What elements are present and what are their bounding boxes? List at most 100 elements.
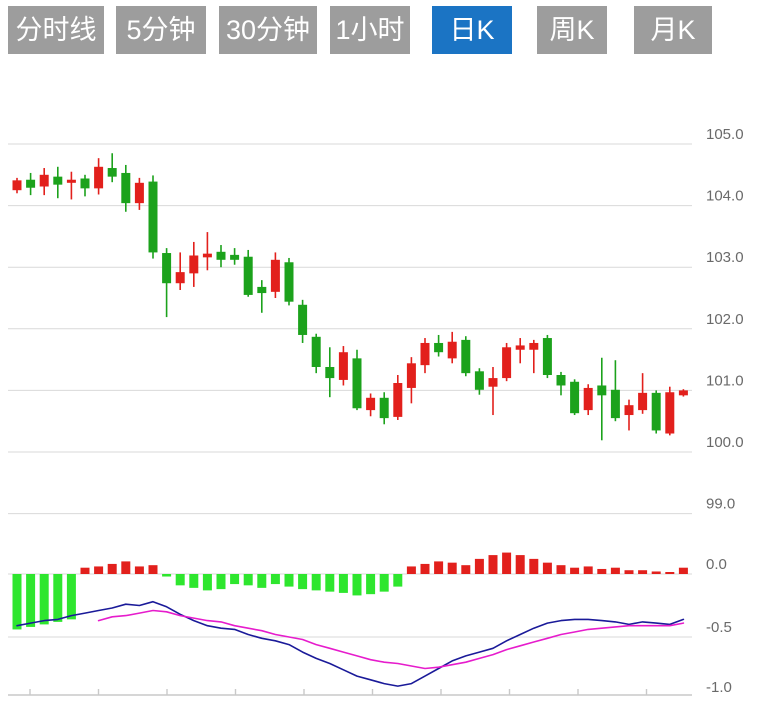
price-axis-label: 100.0	[706, 434, 744, 451]
macd-hist-bar-up	[488, 555, 498, 574]
timeframe-tabbar: 分时线 5分钟 30分钟 1小时 日K 周K 月K	[8, 6, 714, 54]
tab-monthly-k[interactable]: 月K	[634, 6, 712, 54]
candle-body-down	[230, 254, 240, 260]
candle-body-up	[447, 341, 457, 359]
macd-dea-line	[97, 609, 685, 670]
candle-body-down	[80, 178, 90, 189]
candle-body-up	[39, 174, 49, 187]
candle-body-down	[243, 256, 253, 295]
candle-body-down	[26, 179, 36, 188]
macd-hist-bar-up	[107, 563, 117, 574]
macd-hist-bar-down	[162, 574, 172, 577]
macd-hist-bar-up	[121, 561, 131, 574]
macd-hist-bar-down	[216, 574, 226, 590]
macd-hist-bar-down	[298, 574, 308, 590]
candle-body-down	[298, 304, 308, 335]
macd-hist-bar-up	[80, 567, 90, 574]
price-axis-label: 104.0	[706, 188, 744, 205]
candle-body-down	[311, 336, 321, 367]
macd-hist-bar-down	[243, 574, 253, 586]
tab-weekly-k[interactable]: 周K	[537, 6, 607, 54]
candle-body-down	[379, 397, 389, 419]
macd-hist-bar-up	[583, 566, 593, 574]
tab-daily-k[interactable]: 日K	[432, 6, 512, 54]
macd-hist-bar-down	[352, 574, 362, 596]
macd-hist-bar-up	[461, 565, 471, 574]
candle-body-down	[216, 251, 226, 260]
tab-5min[interactable]: 5分钟	[116, 6, 206, 54]
candle-body-up	[488, 378, 498, 387]
candle-body-down	[434, 342, 444, 353]
price-axis-label: 101.0	[706, 372, 744, 389]
macd-hist-bar-up	[651, 571, 661, 574]
candle-body-up	[502, 347, 512, 379]
candle-body-up	[638, 392, 648, 411]
price-axis-label: 99.0	[706, 496, 735, 513]
candle-body-up	[393, 383, 403, 417]
macd-hist-bar-down	[325, 574, 335, 592]
macd-hist-bar-down	[26, 574, 36, 627]
candle-body-up	[515, 345, 525, 350]
macd-hist-bar-up	[624, 570, 634, 574]
candle-body-down	[474, 371, 484, 390]
price-axis-label: 105.0	[706, 126, 744, 143]
macd-hist-bar-down	[257, 574, 267, 588]
macd-hist-bar-up	[447, 562, 457, 574]
macd-hist-bar-up	[420, 563, 430, 574]
macd-hist-bar-down	[230, 574, 240, 585]
tab-minute-line[interactable]: 分时线	[8, 6, 104, 54]
tab-30min[interactable]: 30分钟	[219, 6, 317, 54]
macd-hist-bar-down	[175, 574, 185, 586]
candle-body-up	[175, 272, 185, 284]
candle-body-up	[583, 387, 593, 411]
candle-body-up	[366, 397, 376, 411]
macd-hist-bar-down	[338, 574, 348, 593]
macd-hist-bar-down	[66, 574, 76, 620]
macd-hist-bar-up	[638, 570, 648, 574]
candle-body-up	[66, 179, 76, 183]
candle-body-down	[542, 338, 552, 375]
candle-body-down	[121, 172, 131, 204]
candle-body-up	[202, 253, 212, 258]
candle-body-up	[678, 390, 688, 396]
candle-body-up	[338, 352, 348, 380]
macd-hist-bar-down	[39, 574, 49, 625]
candle-body-down	[610, 389, 620, 419]
candle-body-down	[556, 375, 566, 386]
macd-hist-bar-down	[12, 574, 22, 630]
candle-body-up	[529, 342, 539, 350]
macd-hist-bar-down	[311, 574, 321, 591]
candle-body-down	[162, 253, 172, 284]
price-axis-label: 103.0	[706, 249, 744, 266]
candle-body-up	[406, 363, 416, 388]
candle-body-up	[420, 342, 430, 366]
candle-body-up	[270, 259, 280, 292]
macd-axis-label: 0.0	[706, 556, 727, 573]
macd-hist-bar-up	[597, 568, 607, 574]
macd-hist-bar-up	[434, 561, 444, 574]
candle-body-down	[53, 176, 63, 185]
macd-hist-bar-down	[393, 574, 403, 587]
candle-body-down	[284, 262, 294, 302]
candle-body-up	[12, 180, 22, 191]
candle-body-up	[665, 392, 675, 434]
macd-hist-bar-down	[270, 574, 280, 585]
candle-body-up	[189, 255, 199, 274]
candle-body-up	[94, 166, 104, 189]
macd-hist-bar-down	[366, 574, 376, 595]
macd-hist-bar-up	[406, 566, 416, 574]
macd-hist-bar-down	[202, 574, 212, 591]
tab-1hour[interactable]: 1小时	[330, 6, 410, 54]
macd-axis-label: -0.5	[706, 619, 732, 636]
macd-hist-bar-up	[529, 558, 539, 574]
candle-body-down	[107, 168, 117, 177]
macd-dif-line	[16, 600, 685, 687]
macd-hist-bar-up	[515, 555, 525, 574]
macd-axis-label: -1.0	[706, 679, 732, 696]
macd-hist-bar-up	[474, 558, 484, 574]
macd-hist-bar-up	[502, 552, 512, 574]
candle-body-down	[325, 366, 335, 379]
price-axis-label: 102.0	[706, 311, 744, 328]
